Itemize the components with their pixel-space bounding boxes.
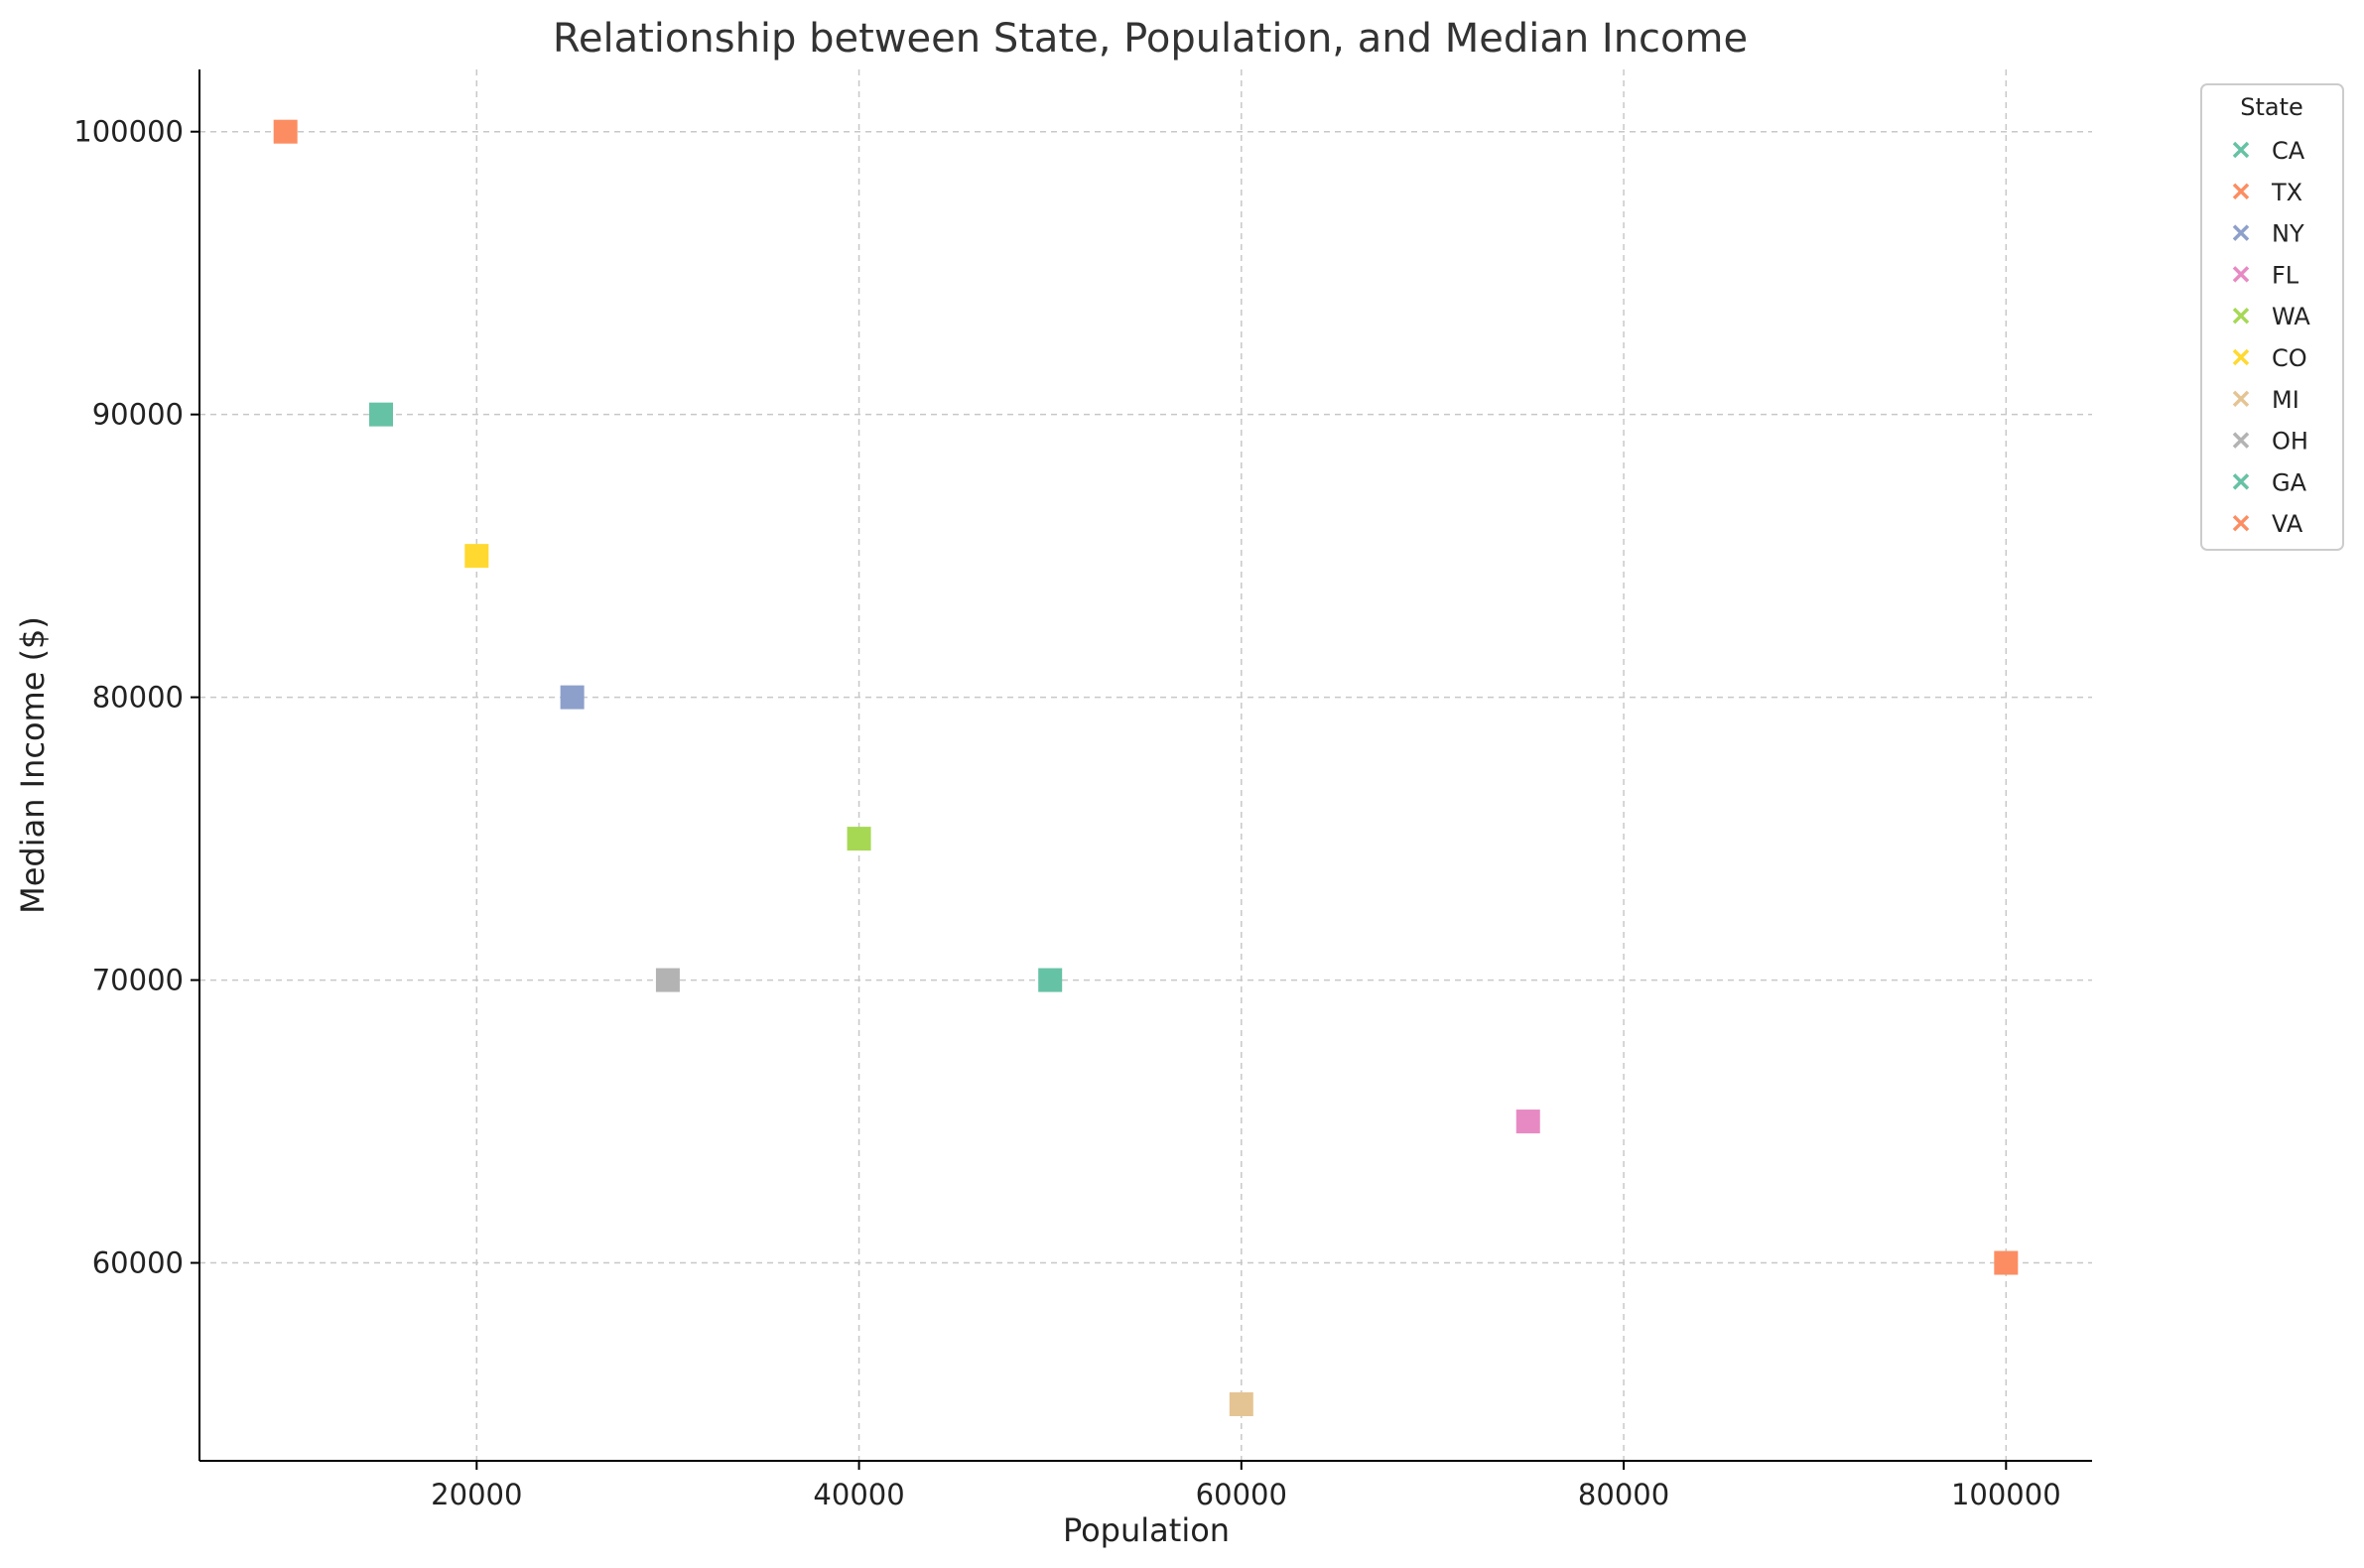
x-axis-ticks: 20000 40000 60000 80000 100000 [431,1461,2061,1511]
legend-title: State [2240,93,2303,121]
y-axis-label: Median Income ($) [14,616,52,914]
x-tick-label: 80000 [1578,1478,1669,1511]
legend-label: CA [2272,137,2305,165]
legend-marker-x-icon [2232,348,2250,366]
y-tick-label: 70000 [92,964,184,997]
chart-title: Relationship between State, Population, … [553,16,1748,62]
data-point-va [273,119,298,144]
legend-label: CO [2272,344,2307,372]
legend-item-ga: GA [2232,468,2307,496]
data-points [273,119,2019,1417]
legend-marker-x-icon [2232,224,2250,241]
data-point-wa [847,827,871,851]
legend-item-mi: MI [2232,386,2299,414]
data-point-co [464,544,489,569]
legend-label: FL [2272,261,2299,289]
legend-items: CA TX NY FL WA CO MI OH GA VA [2232,137,2310,538]
x-tick-label: 20000 [431,1478,522,1511]
legend-marker-x-icon [2232,266,2250,283]
data-point-ga [1038,968,1063,992]
y-tick-label: 90000 [92,398,184,432]
legend-item-fl: FL [2232,261,2299,289]
legend-label: OH [2272,428,2308,456]
legend-item-wa: WA [2232,303,2310,330]
legend-label: TX [2271,179,2302,206]
y-axis-ticks: 60000 70000 80000 90000 100000 [73,115,199,1280]
legend-marker-x-icon [2232,432,2250,449]
legend-label: NY [2272,220,2304,248]
legend-marker-x-icon [2232,183,2250,200]
data-point-oh [655,968,680,992]
x-tick-label: 100000 [1951,1478,2061,1511]
legend-item-ny: NY [2232,220,2304,248]
data-point-mi [1229,1392,1253,1417]
x-axis-label: Population [1063,1511,1230,1549]
grid-lines [199,69,2092,1461]
legend-item-oh: OH [2232,428,2308,456]
y-tick-label: 60000 [92,1246,184,1280]
y-tick-label: 80000 [92,681,184,715]
data-point-ny [560,685,585,710]
legend: State CA TX NY FL WA CO MI OH GA VA [2200,83,2344,551]
x-tick-label: 60000 [1196,1478,1287,1511]
legend-marker-x-icon [2232,307,2250,325]
data-point-tx [1994,1250,2019,1275]
legend-frame [2200,83,2344,551]
legend-item-ca: CA [2232,137,2305,165]
legend-item-co: CO [2232,344,2307,372]
legend-label: GA [2272,468,2307,496]
data-point-ca [368,402,393,427]
legend-marker-x-icon [2232,141,2250,159]
axes [198,69,2092,1462]
y-tick-label: 100000 [73,115,184,149]
legend-marker-x-icon [2232,473,2250,490]
legend-label: VA [2272,510,2303,538]
legend-marker-x-icon [2232,514,2250,532]
legend-marker-x-icon [2232,390,2250,408]
legend-label: MI [2272,386,2299,414]
x-tick-label: 40000 [813,1478,904,1511]
data-point-fl [1515,1110,1540,1134]
legend-item-tx: TX [2232,179,2302,206]
legend-item-va: VA [2232,510,2303,538]
legend-label: WA [2272,303,2310,330]
